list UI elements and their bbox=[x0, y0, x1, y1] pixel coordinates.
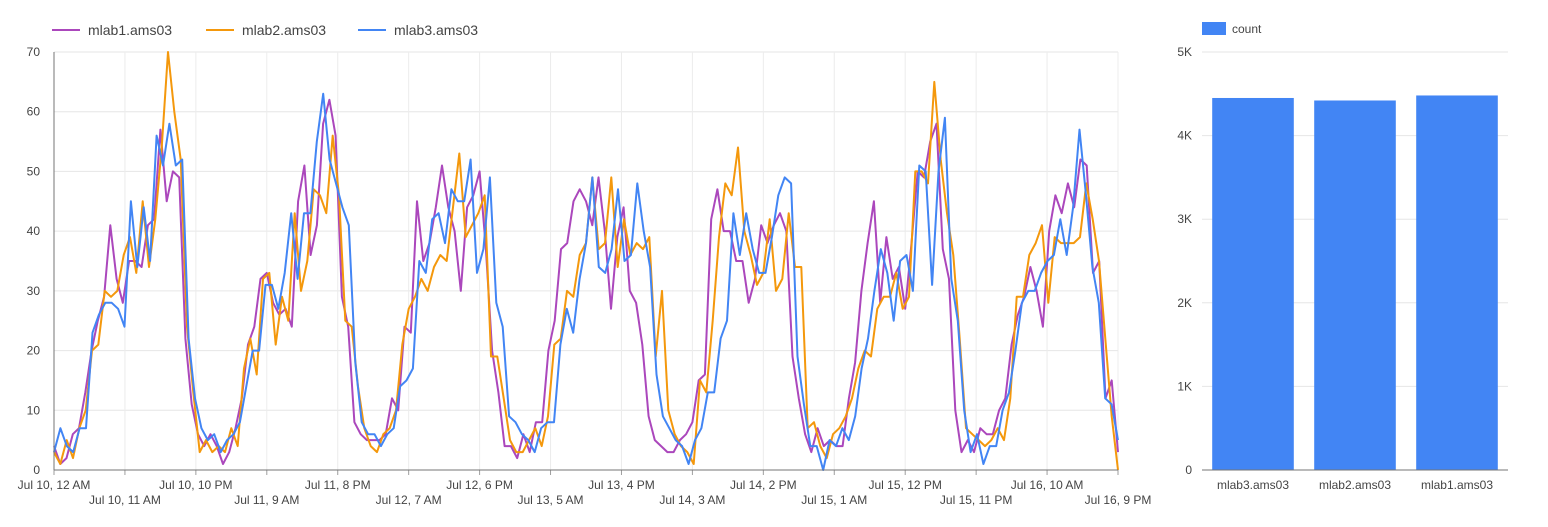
series-line-mlab3.ams03 bbox=[53, 92, 1119, 471]
y-tick-label: 60 bbox=[27, 105, 41, 119]
x-tick-label: Jul 13, 4 PM bbox=[588, 478, 655, 492]
y-tick-label: 20 bbox=[27, 344, 41, 358]
bar-chart-bars bbox=[1212, 95, 1498, 471]
line-chart-series bbox=[53, 51, 1119, 471]
x-tick-label: Jul 11, 9 AM bbox=[234, 493, 299, 507]
x-tick-label: mlab3.ams03 bbox=[1217, 478, 1289, 492]
legend-label: mlab3.ams03 bbox=[394, 22, 478, 38]
y-tick-label: 50 bbox=[27, 164, 41, 178]
x-tick-label: Jul 14, 3 AM bbox=[659, 493, 725, 507]
legend-swatch bbox=[1202, 22, 1226, 35]
y-tick-label: 30 bbox=[27, 284, 41, 298]
y-tick-label: 10 bbox=[27, 403, 41, 417]
y-tick-label: 0 bbox=[33, 463, 40, 477]
x-tick-label: mlab2.ams03 bbox=[1319, 478, 1391, 492]
legend-label: mlab1.ams03 bbox=[88, 22, 172, 38]
x-tick-label: Jul 16, 10 AM bbox=[1011, 478, 1084, 492]
bar-chart-legend: count bbox=[1202, 22, 1262, 36]
bar-chart: count 0 1K 2K 3K 4K 5K mlab3.ams03 mlab2.ams03 m… bbox=[1177, 22, 1508, 492]
series-line-mlab1.ams03 bbox=[53, 98, 1119, 465]
line-chart-axes: 0 10 20 30 40 50 60 70 Jul 10, 12 AM Jul 10, 10 P… bbox=[18, 45, 1152, 507]
line-chart: mlab1.ams03 mlab2.ams03 mlab3.ams03 0 10 20 3… bbox=[18, 22, 1152, 507]
x-tick-label: Jul 12, 7 AM bbox=[376, 493, 442, 507]
line-chart-legend: mlab1.ams03 mlab2.ams03 mlab3.ams03 bbox=[52, 22, 478, 38]
y-tick-label: 0 bbox=[1185, 463, 1192, 477]
bar-chart-axes: 0 1K 2K 3K 4K 5K mlab3.ams03 mlab2.ams03 mlab1.a… bbox=[1177, 45, 1508, 492]
y-tick-label: 40 bbox=[27, 224, 41, 238]
y-tick-label: 70 bbox=[27, 45, 41, 59]
x-tick-label: Jul 13, 5 AM bbox=[518, 493, 584, 507]
y-tick-label: 2K bbox=[1177, 296, 1192, 310]
x-tick-label: Jul 10, 10 PM bbox=[159, 478, 232, 492]
x-tick-label: mlab1.ams03 bbox=[1421, 478, 1493, 492]
bar-mlab3.ams03 bbox=[1212, 97, 1294, 470]
y-tick-label: 3K bbox=[1177, 212, 1192, 226]
x-tick-label: Jul 15, 1 AM bbox=[801, 493, 867, 507]
x-tick-label: Jul 16, 9 PM bbox=[1085, 493, 1152, 507]
bar-mlab2.ams03 bbox=[1314, 100, 1396, 470]
x-tick-label: Jul 15, 12 PM bbox=[869, 478, 942, 492]
series-line-mlab2.ams03 bbox=[53, 51, 1119, 471]
line-chart-grid bbox=[53, 51, 1119, 470]
bar-mlab1.ams03 bbox=[1416, 95, 1498, 471]
x-tick-label: Jul 15, 11 PM bbox=[940, 493, 1012, 507]
x-tick-label: Jul 14, 2 PM bbox=[730, 478, 797, 492]
y-tick-label: 5K bbox=[1177, 45, 1192, 59]
y-tick-label: 4K bbox=[1177, 129, 1192, 143]
x-tick-label: Jul 10, 12 AM bbox=[18, 478, 91, 492]
x-tick-label: Jul 11, 8 PM bbox=[305, 478, 371, 492]
y-tick-label: 1K bbox=[1177, 379, 1192, 393]
legend-label: mlab2.ams03 bbox=[242, 22, 326, 38]
x-tick-label: Jul 12, 6 PM bbox=[446, 478, 513, 492]
legend-label: count bbox=[1232, 22, 1262, 36]
x-tick-label: Jul 10, 11 AM bbox=[89, 493, 161, 507]
